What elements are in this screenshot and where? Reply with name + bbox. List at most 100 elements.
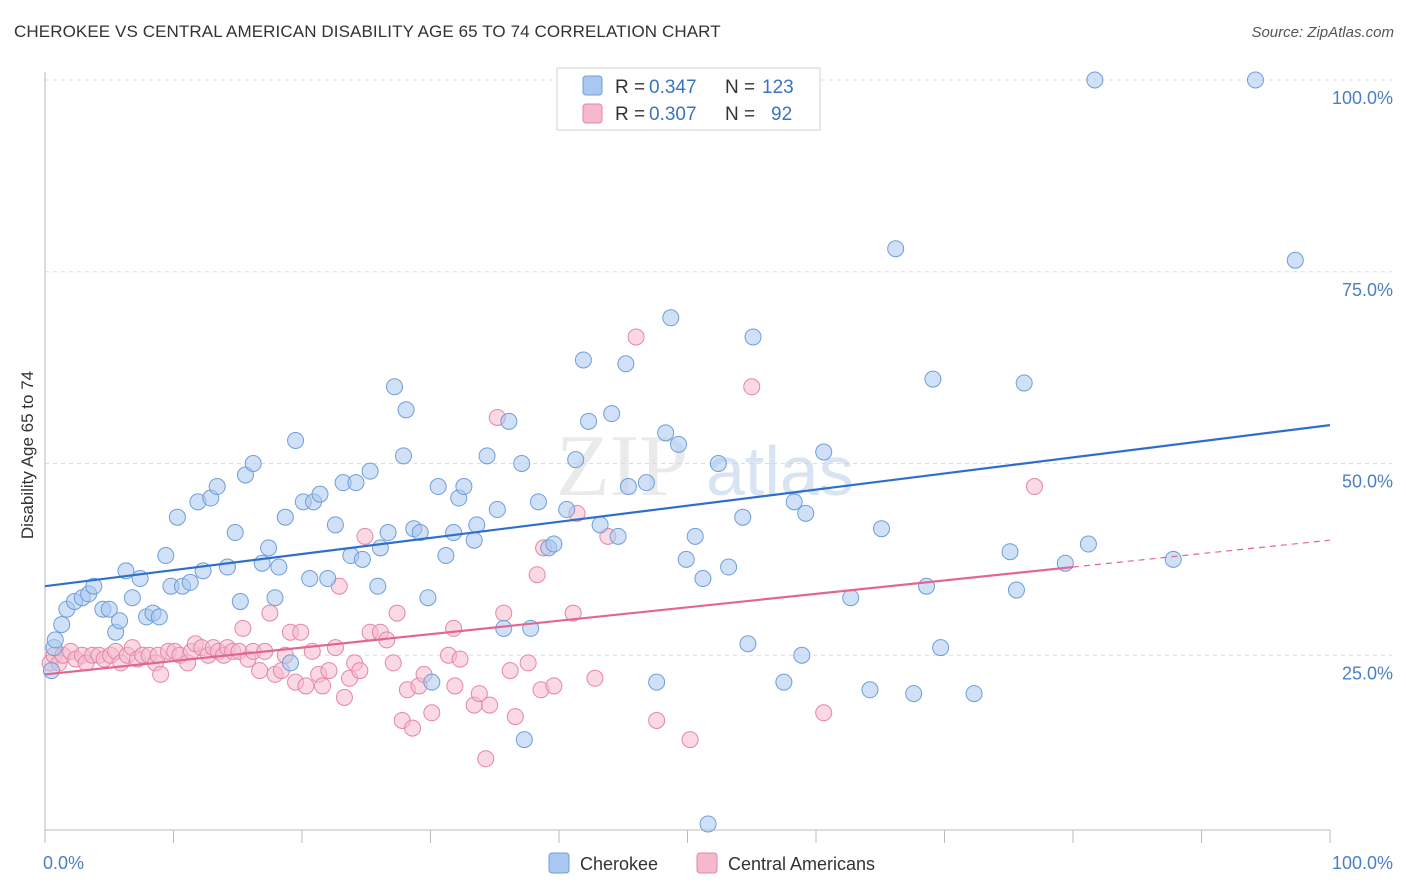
central-americans-point: [477, 750, 495, 768]
central-americans-point: [292, 623, 310, 641]
cherokee-point: [379, 524, 397, 542]
cherokee-point: [100, 600, 118, 618]
cherokee-point: [785, 493, 803, 511]
cherokee-point: [662, 309, 680, 327]
cherokee-point: [218, 558, 236, 576]
cherokee-point: [793, 646, 811, 664]
central-americans-point: [423, 704, 441, 722]
cherokee-point: [46, 631, 64, 649]
stats-n-value-1: 123: [762, 77, 794, 98]
cherokee-point: [281, 654, 299, 672]
central-americans-point: [445, 619, 463, 637]
central-americans-point: [356, 527, 374, 545]
legend-central-label: Central Americans: [728, 854, 875, 874]
cherokee-point: [617, 355, 635, 373]
central-americans-point: [743, 378, 761, 396]
central-americans-point: [326, 639, 344, 657]
cherokee-point: [465, 531, 483, 549]
cherokee-point: [637, 474, 655, 492]
cherokee-point: [515, 731, 533, 749]
central-americans-point: [351, 662, 369, 680]
cherokee-point: [739, 635, 757, 653]
cherokee-point: [42, 662, 60, 680]
cherokee-point: [311, 485, 329, 503]
cherokee-point: [395, 447, 413, 465]
central-americans-trend-extension: [1072, 539, 1331, 568]
cherokee-point: [603, 405, 621, 423]
central-americans-point: [335, 688, 353, 706]
y-tick-label: 25.0%: [1342, 663, 1393, 683]
central-americans-point: [404, 719, 422, 737]
cherokee-point: [591, 516, 609, 534]
y-tick-label: 50.0%: [1342, 472, 1393, 492]
cherokee-point: [85, 577, 103, 595]
chart-title: CHEROKEE VS CENTRAL AMERICAN DISABILITY …: [14, 22, 721, 41]
cherokee-point: [419, 589, 437, 607]
cherokee-point: [287, 431, 305, 449]
watermark-atlas: atlas: [706, 432, 854, 510]
central-americans-point: [681, 731, 699, 749]
stats-n-label-1: N =: [725, 77, 755, 98]
cherokee-point: [1079, 535, 1097, 553]
cherokee-point: [924, 370, 942, 388]
central-swatch-icon: [582, 103, 603, 124]
cherokee-point: [1286, 251, 1304, 269]
cherokee-point: [411, 524, 429, 542]
central-americans-point: [314, 677, 332, 695]
central-americans-point: [506, 708, 524, 726]
cherokee-point: [208, 478, 226, 496]
cherokee-point: [168, 508, 186, 526]
central-americans-point: [446, 677, 464, 695]
central-americans-point: [481, 696, 499, 714]
central-americans-point: [545, 677, 563, 695]
cherokee-point: [965, 685, 983, 703]
cherokee-point: [150, 608, 168, 626]
cherokee-point: [226, 524, 244, 542]
central-americans-point: [564, 604, 582, 622]
stats-r-label-2: R =: [615, 104, 645, 125]
cherokee-point: [932, 639, 950, 657]
cherokee-point: [905, 685, 923, 703]
cherokee-point: [371, 539, 389, 557]
cherokee-point: [386, 378, 404, 396]
legend-cherokee-icon: [548, 852, 570, 874]
central-americans-point: [1025, 478, 1043, 496]
source-label: Source: ZipAtlas.com: [1251, 24, 1394, 41]
cherokee-point: [842, 589, 860, 607]
x-tick-label-max: 100.0%: [1332, 853, 1393, 873]
cherokee-point: [260, 539, 278, 557]
cherokee-point: [1164, 550, 1182, 568]
central-americans-point: [528, 566, 546, 584]
cherokee-point: [567, 451, 585, 469]
trend-lines: [44, 424, 1331, 676]
central-americans-point: [501, 662, 519, 680]
cherokee-point: [720, 558, 738, 576]
y-tick-label: 75.0%: [1342, 280, 1393, 300]
cherokee-point: [270, 558, 288, 576]
cherokee-point: [648, 673, 666, 691]
central-americans-point: [297, 677, 315, 695]
stats-n-label-2: N =: [725, 104, 755, 125]
central-americans-point: [384, 654, 402, 672]
cherokee-point: [111, 612, 129, 630]
cherokee-point: [574, 351, 592, 369]
cherokee-point: [1246, 71, 1264, 89]
y-axis-label: Disability Age 65 to 74: [18, 371, 37, 539]
cherokee-point: [266, 589, 284, 607]
watermark: ZIP atlas: [556, 418, 854, 515]
cherokee-point: [495, 619, 513, 637]
central-americans-trend-line: [44, 565, 1074, 676]
central-americans-point: [648, 711, 666, 729]
cherokee-point: [657, 424, 675, 442]
cherokee-point: [157, 547, 175, 565]
legend: Cherokee Central Americans: [548, 852, 875, 874]
cherokee-point: [123, 589, 141, 607]
central-americans-point: [261, 604, 279, 622]
cherokee-point: [619, 478, 637, 496]
cherokee-point: [1001, 543, 1019, 561]
central-americans-point: [388, 604, 406, 622]
cherokee-point: [347, 474, 365, 492]
stats-n-value-2: 92: [771, 104, 792, 125]
stats-box: R = 0.347 N = 123 R = 0.307 N = 92: [556, 67, 821, 131]
central-americans-point: [519, 654, 537, 672]
